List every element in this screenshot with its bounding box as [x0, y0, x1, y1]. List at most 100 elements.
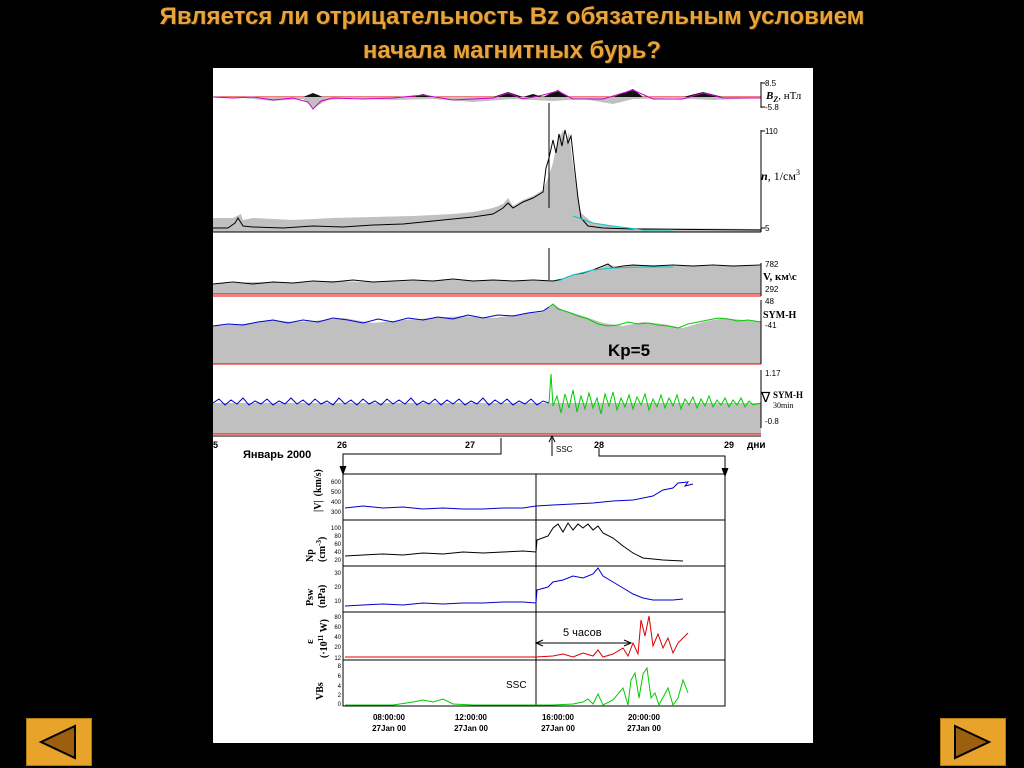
- bv-tick-600: 600: [331, 480, 342, 486]
- psw-line: [344, 567, 684, 607]
- x-tick-25: 5: [213, 440, 218, 450]
- bz-axis-label: BZ, нТл: [765, 90, 802, 104]
- v-fill: [213, 265, 761, 294]
- psw-tick-30: 30: [334, 571, 341, 577]
- dsymh-axis-label: SYM-H: [773, 390, 803, 400]
- symh-max-tick: 48: [765, 297, 774, 306]
- bv-tick-500: 500: [331, 490, 342, 496]
- vbs-tick-2: 2: [338, 693, 342, 699]
- symh-fill: [213, 304, 761, 364]
- figure-svg: 8.5 -5.8 BZ, нТл 110 5 n, 1/см3 782 292 …: [212, 79, 803, 733]
- v-line: [212, 263, 762, 285]
- x-tick-28: 28: [594, 440, 604, 450]
- dsymh-axis-sublabel: 30min: [773, 401, 793, 410]
- time-tick-1600: 16:00:00: [542, 713, 575, 722]
- eps-line: [345, 615, 689, 658]
- vbs-tick-8: 8: [338, 664, 342, 670]
- np-tick-20: 20: [334, 558, 341, 564]
- dsymh-max-tick: 1.17: [765, 369, 781, 378]
- n-max-tick: 110: [765, 127, 778, 136]
- v-min-tick: 292: [765, 285, 779, 294]
- date-tick-1600: 27Jan 00: [541, 724, 575, 733]
- ssc-bottom-label: SSC: [506, 680, 527, 691]
- triangle-right-icon: [954, 724, 992, 760]
- symh-blue: [212, 306, 550, 327]
- vbs-line: [345, 666, 689, 707]
- title-line-1: Является ли отрицательность Bz обязатель…: [159, 3, 865, 30]
- psw-tick-20: 20: [334, 585, 341, 591]
- bz-negative-fill: [213, 97, 761, 108]
- x-tick-27: 27: [465, 440, 475, 450]
- month-label: Январь 2000: [243, 449, 311, 461]
- kp-label: Kp=5: [608, 341, 650, 360]
- bz-min-tick: -5.8: [765, 103, 779, 112]
- vbs-tick-0: 0: [338, 702, 342, 708]
- dsymh-blue: [212, 397, 550, 406]
- n-fill: [213, 130, 761, 232]
- dsymh-min-tick: -0.8: [765, 417, 779, 426]
- n-panel: 110 5 n, 1/см3: [213, 103, 800, 233]
- title-line-2: начала магнитных бурь?: [362, 37, 662, 64]
- eps-label: ε: [304, 639, 316, 644]
- bv-tick-300: 300: [331, 510, 342, 516]
- top-x-axis: 5 26 27 28 29 дни SSC Январь 2000: [213, 434, 766, 478]
- dsymh-green: [548, 373, 762, 415]
- date-tick-2000: 27Jan 00: [627, 724, 661, 733]
- v-axis-label: V, км\с: [763, 271, 797, 283]
- symh-green: [548, 303, 762, 329]
- triangle-left-icon: [38, 724, 76, 760]
- slide-title: Является ли отрицательность Bz обязатель…: [0, 0, 1024, 68]
- bv-label: |V|(km/s): [313, 469, 324, 512]
- previous-slide-button[interactable]: [26, 718, 92, 766]
- bv-tick-400: 400: [331, 500, 342, 506]
- np-line: [344, 522, 684, 562]
- symh-axis-label: SYM-H: [763, 310, 797, 321]
- eps-tick-60: 60: [334, 625, 341, 631]
- eps-tick-80: 80: [334, 615, 341, 621]
- n-axis-label: n, 1/см3: [761, 168, 800, 183]
- symh-panel: 48 -41 SYM-H Kp=5: [212, 295, 797, 365]
- nabla-symbol: ∇: [760, 389, 771, 405]
- v-panel: 782 292 V, км\с: [212, 248, 797, 296]
- bottom-panels: |V|(km/s) 600 500 400 300 Np (cm-3) 100 …: [304, 469, 726, 733]
- x-unit-days: дни: [747, 440, 766, 451]
- time-tick-0800: 08:00:00: [373, 713, 406, 722]
- psw-unit: (nPa): [317, 585, 328, 608]
- np-label: Np: [305, 549, 316, 562]
- np-tick-80: 80: [334, 534, 341, 540]
- n-min-tick: 5: [765, 224, 770, 233]
- symh-min-tick: -41: [765, 321, 777, 330]
- x-tick-29: 29: [724, 440, 734, 450]
- bz-max-tick: 8.5: [765, 79, 777, 88]
- figure: 8.5 -5.8 BZ, нТл 110 5 n, 1/см3 782 292 …: [212, 68, 813, 743]
- psw-label: Psw: [305, 588, 316, 606]
- dsymh-panel: 1.17 -0.8 ∇ SYM-H 30min: [212, 369, 803, 435]
- np-unit: (cm-3): [315, 537, 328, 562]
- time-tick-1200: 12:00:00: [455, 713, 488, 722]
- five-hours-label: 5 часов: [563, 627, 602, 639]
- eps-unit: (·1011 W): [317, 619, 330, 658]
- x-tick-26: 26: [337, 440, 347, 450]
- np-tick-60: 60: [334, 542, 341, 548]
- n-line: [213, 129, 762, 231]
- np-tick-40: 40: [334, 550, 341, 556]
- eps-tick-12: 12: [334, 656, 341, 662]
- date-tick-1200: 27Jan 00: [454, 724, 488, 733]
- eps-tick-20: 20: [334, 645, 341, 651]
- bz-positive-fill: [303, 89, 723, 97]
- next-slide-button[interactable]: [940, 718, 1006, 766]
- np-tick-100: 100: [331, 526, 342, 532]
- vbs-label: VBs: [315, 682, 326, 700]
- bv-line: [344, 481, 694, 510]
- psw-tick-10: 10: [334, 599, 341, 605]
- v-max-tick: 782: [765, 260, 779, 269]
- time-tick-2000: 20:00:00: [628, 713, 661, 722]
- vbs-tick-4: 4: [338, 684, 342, 690]
- vbs-tick-6: 6: [338, 674, 342, 680]
- ssc-top-label: SSC: [556, 445, 573, 454]
- eps-tick-40: 40: [334, 635, 341, 641]
- date-tick-0800: 27Jan 00: [372, 724, 406, 733]
- bz-line: [212, 89, 761, 110]
- dsymh-fill: [213, 403, 761, 434]
- bz-panel: 8.5 -5.8 BZ, нТл: [212, 79, 802, 112]
